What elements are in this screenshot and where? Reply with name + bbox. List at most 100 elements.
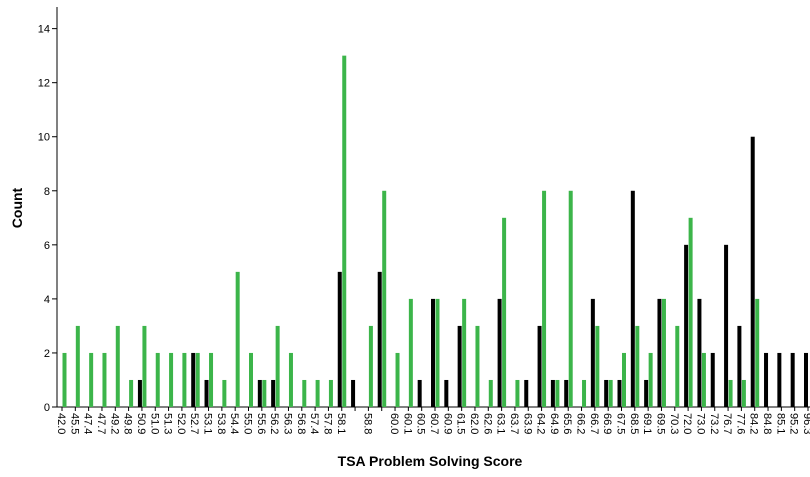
- x-tick-label: 63.1: [495, 413, 507, 434]
- bar: [622, 352, 626, 407]
- bar: [608, 379, 613, 407]
- x-tick-label: 60.0: [388, 413, 400, 434]
- bar: [315, 379, 320, 407]
- bar: [249, 352, 253, 407]
- x-tick-label: 56.8: [295, 413, 307, 434]
- bar: [661, 298, 666, 407]
- x-tick-label: 58.1: [335, 413, 347, 434]
- x-tick-label: 58.8: [361, 413, 373, 434]
- x-tick-label: 61.5: [455, 413, 467, 434]
- bar: [701, 352, 706, 407]
- bar: [590, 298, 595, 407]
- bar: [275, 325, 280, 407]
- bar: [377, 271, 382, 407]
- bar: [475, 325, 480, 407]
- x-tick-label: 84.2: [748, 413, 760, 434]
- x-tick-label: 84.8: [761, 413, 773, 434]
- bar: [75, 325, 80, 407]
- bar: [195, 352, 200, 407]
- x-tick-label: 51.0: [148, 413, 160, 434]
- bar: [302, 379, 307, 407]
- bar: [444, 379, 449, 407]
- x-tick-label: 60.9: [441, 413, 453, 434]
- bar: [262, 379, 267, 407]
- bar: [89, 352, 94, 407]
- bar: [271, 379, 276, 407]
- bar: [497, 298, 502, 407]
- bar: [222, 379, 227, 407]
- bar: [328, 379, 333, 407]
- bar: [564, 379, 569, 407]
- x-tick-label: 49.8: [122, 413, 134, 434]
- x-tick-label: 56.2: [268, 413, 280, 434]
- x-tick-label: 85.1: [774, 413, 786, 434]
- x-tick-label: 53.1: [202, 413, 214, 434]
- bar: [537, 325, 542, 407]
- bar: [102, 352, 107, 407]
- bar: [235, 271, 240, 407]
- x-tick-label: 95.2: [788, 413, 800, 434]
- y-axis-title: Count: [9, 187, 25, 228]
- x-tick-label: 73.0: [694, 413, 706, 434]
- bar: [351, 379, 356, 407]
- x-tick-label: 47.7: [95, 413, 107, 434]
- bar: [737, 325, 742, 407]
- x-tick-label: 54.4: [228, 413, 240, 434]
- bar: [777, 352, 782, 407]
- bar: [688, 217, 693, 407]
- x-tick-label: 60.7: [428, 413, 440, 434]
- bar: [502, 217, 507, 407]
- bar: [804, 352, 808, 407]
- bar: [435, 298, 440, 407]
- bar: [568, 190, 573, 407]
- y-tick-label: 12: [38, 78, 50, 90]
- bar: [582, 379, 587, 407]
- bar: [675, 325, 680, 407]
- x-tick-label: 68.5: [628, 413, 640, 434]
- x-tick-label: 63.7: [508, 413, 520, 434]
- y-tick-label: 2: [44, 348, 50, 360]
- x-tick-label: 64.2: [535, 413, 547, 434]
- bar: [790, 352, 795, 407]
- bar: [515, 379, 520, 407]
- bar: [288, 352, 293, 407]
- x-tick-label: 50.9: [135, 413, 147, 434]
- x-tick-label: 66.7: [588, 413, 600, 434]
- x-tick-label: 72.0: [681, 413, 693, 434]
- x-tick-label: 53.8: [215, 413, 227, 434]
- x-tick-label: 67.5: [615, 413, 627, 434]
- x-tick-label: 69.1: [641, 413, 653, 434]
- bar: [764, 352, 769, 407]
- bar: [710, 352, 715, 407]
- x-tick-label: 52.7: [188, 413, 200, 434]
- bar: [657, 298, 662, 407]
- bar: [728, 379, 733, 407]
- x-tick-label: 55.6: [255, 413, 267, 434]
- x-tick-label: 47.4: [82, 413, 94, 434]
- bar: [462, 298, 467, 407]
- x-tick-label: 63.9: [521, 413, 533, 434]
- bar: [604, 379, 609, 407]
- x-tick-label: 60.5: [415, 413, 427, 434]
- x-tick-label: 66.2: [575, 413, 587, 434]
- bar: [431, 298, 435, 407]
- bar: [169, 352, 174, 407]
- bar: [408, 298, 413, 407]
- bar: [115, 325, 120, 407]
- bar: [382, 190, 387, 407]
- x-tick-label: 77.6: [734, 413, 746, 434]
- x-tick-label: 64.9: [548, 413, 560, 434]
- x-tick-label: 55.0: [242, 413, 254, 434]
- bar: [617, 379, 622, 407]
- bar: [417, 379, 422, 407]
- bar: [129, 379, 134, 407]
- x-tick-label: 66.9: [601, 413, 613, 434]
- bar: [191, 352, 196, 407]
- bar: [741, 379, 746, 407]
- x-tick-label: 62.0: [468, 413, 480, 434]
- x-tick-label: 45.5: [68, 413, 80, 434]
- x-tick-label: 42.0: [55, 413, 67, 434]
- bar: [630, 190, 635, 407]
- y-tick-label: 8: [44, 186, 50, 198]
